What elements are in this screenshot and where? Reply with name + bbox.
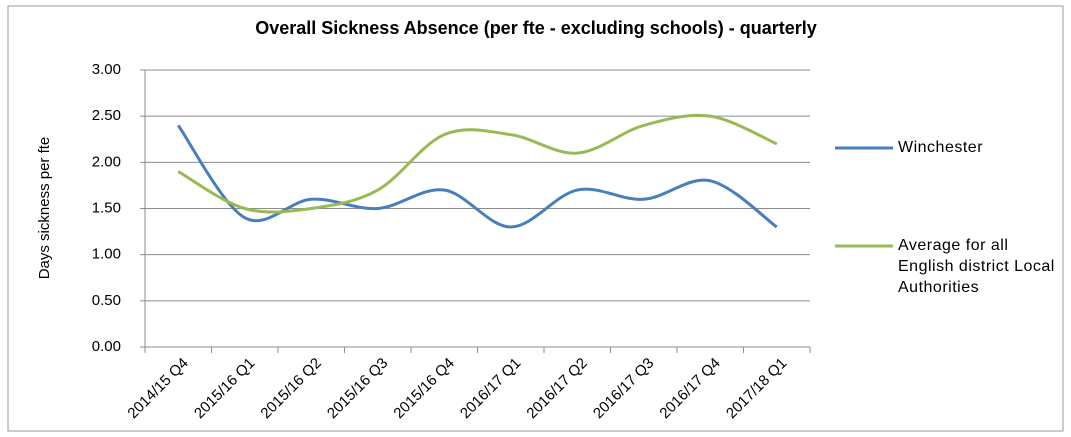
y-tick-label: 3.00 xyxy=(92,61,121,78)
x-tick-label: 2016/17 Q3 xyxy=(590,355,657,422)
x-tick-label: 2016/17 Q4 xyxy=(656,355,723,422)
chart-title: Overall Sickness Absence (per fte - excl… xyxy=(255,18,817,38)
legend-label: Winchester xyxy=(898,139,984,156)
y-tick-label: 0.00 xyxy=(92,338,121,355)
series-line xyxy=(177,124,778,229)
y-axis-label: Days sickness per fte xyxy=(36,137,53,280)
x-tick-label: 2017/18 Q1 xyxy=(723,355,790,422)
series-line xyxy=(177,113,778,214)
x-tick-label: 2015/16 Q3 xyxy=(324,355,391,422)
y-tick-label: 2.00 xyxy=(92,153,121,170)
x-tick-label: 2015/16 Q4 xyxy=(390,355,457,422)
legend-label: Average for all English district Local A… xyxy=(898,237,1055,296)
y-tick-label: 1.50 xyxy=(92,199,121,216)
x-tick-label: 2015/16 Q2 xyxy=(257,355,324,422)
x-tick-label: 2014/15 Q4 xyxy=(124,355,191,422)
x-tick-label: 2015/16 Q1 xyxy=(191,355,258,422)
x-tick-label: 2016/17 Q1 xyxy=(457,355,524,422)
y-tick-label: 2.50 xyxy=(92,107,121,124)
x-tick-label: 2016/17 Q2 xyxy=(523,355,590,422)
y-tick-label: 0.50 xyxy=(92,292,121,309)
y-tick-label: 1.00 xyxy=(92,246,121,263)
chart-frame xyxy=(7,5,1064,432)
